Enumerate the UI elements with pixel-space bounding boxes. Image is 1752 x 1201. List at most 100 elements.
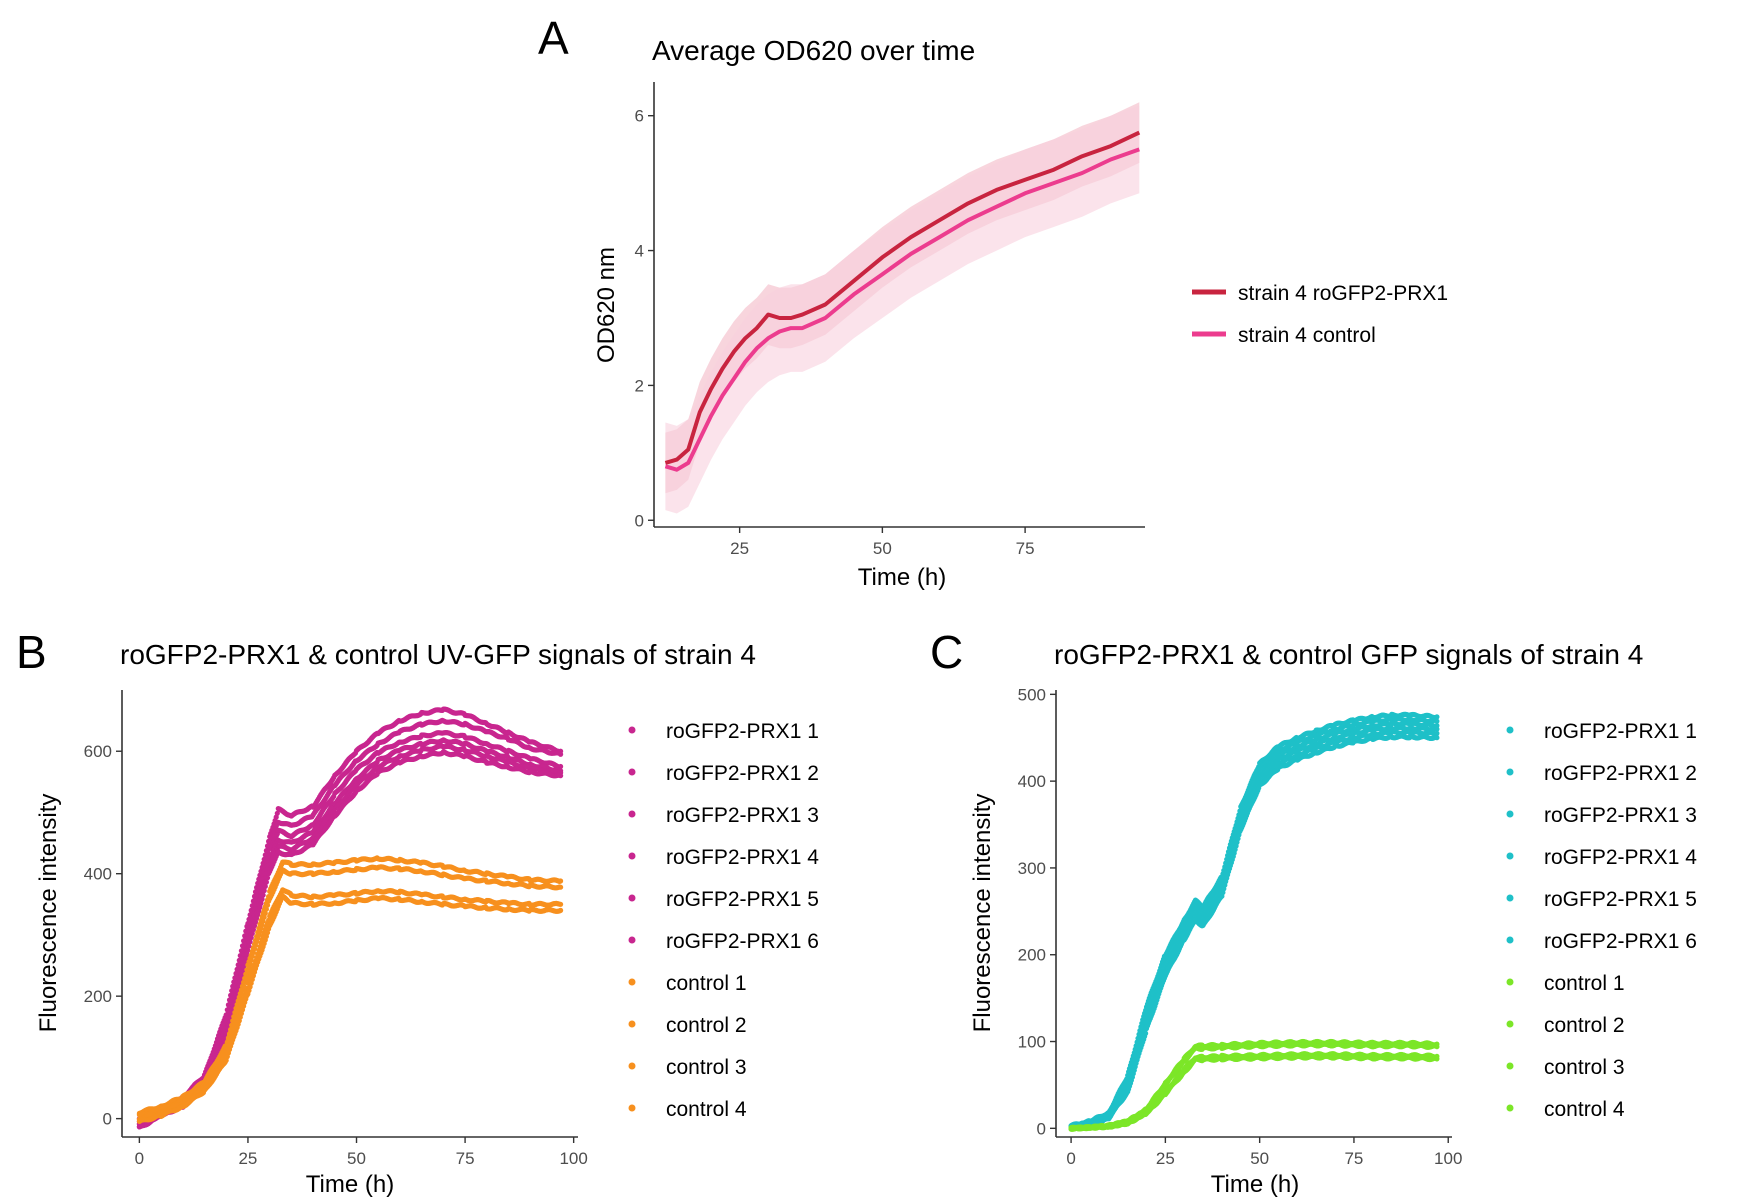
legend-label: control 2 [666,1014,747,1037]
data-point [558,878,564,884]
x-tick-label: 25 [730,539,749,558]
legend-label: roGFP2-PRX1 2 [666,762,819,785]
legend-item: strain 4 control [1192,324,1376,347]
data-point [246,943,252,949]
x-tick-label: 75 [456,1149,475,1168]
x-tick-label: 0 [135,1149,144,1168]
y-axis-label: OD620 nm [593,247,620,363]
x-axis-label: Time (h) [306,1171,394,1198]
y-tick-label: 0 [635,511,644,530]
legend-item: roGFP2-PRX1 1 [628,720,819,743]
data-point [259,896,265,902]
data-point [260,918,266,924]
x-tick-label: 100 [559,1149,587,1168]
data-point [249,953,255,960]
legend-item: roGFP2-PRX1 5 [628,888,819,911]
data-point [261,888,267,894]
legend-item: strain 4 roGFP2-PRX1 [1192,282,1448,305]
data-point [257,904,263,910]
data-point [558,901,564,907]
y-tick-label: 2 [635,376,644,395]
series-layer [136,706,564,1130]
legend-swatch [628,852,636,860]
data-point [263,879,269,885]
y-tick-label: 600 [84,742,112,761]
legend-label: strain 4 roGFP2-PRX1 [1238,282,1448,305]
series-points [1068,716,1440,1130]
panel-letter: A [538,12,569,64]
confidence-band [665,105,1140,514]
legend-item: control 2 [628,1014,747,1037]
legend: strain 4 roGFP2-PRX1 strain 4 control [1192,282,1448,347]
data-point [260,892,266,898]
legend-swatch [628,894,636,902]
x-tick-label: 50 [873,539,892,558]
data-point [258,900,264,907]
series-points [1068,720,1440,1130]
data-point [264,902,271,908]
series-layer [1068,711,1440,1132]
y-tick-label: 200 [84,987,112,1006]
x-tick-label: 50 [347,1149,366,1168]
legend-label: control 4 [666,1098,747,1121]
legend-swatch [628,726,636,734]
data-point [247,939,253,945]
data-point [247,961,253,968]
series-points [136,749,564,1130]
data-point [558,884,564,890]
y-tick-label: 400 [84,865,112,884]
series-points [136,864,564,1118]
chart-title: Average OD620 over time [652,35,975,66]
data-point [558,907,564,914]
legend-label: roGFP2-PRX1 6 [666,930,819,953]
legend-swatch [628,936,636,944]
data-point [262,883,268,890]
legend-label: roGFP2-PRX1 4 [666,846,819,869]
series-points [1068,711,1440,1129]
x-tick-label: 75 [1016,539,1035,558]
data-point [558,773,564,779]
legend-item: control 3 [628,1056,747,1079]
legend-swatch [628,1062,636,1070]
data-point [248,957,254,963]
panel-letter: C [930,626,963,678]
series-layer [664,102,1141,514]
legend: roGFP2-PRX1 1 roGFP2-PRX1 2 roGFP2-PRX1 3 r… [628,720,819,1121]
data-point [248,935,254,941]
panel-a: A Average OD620 over time 25 50 75 0 2 4 6 Time (… [538,12,1448,591]
legend-item: roGFP2-PRX1 2 [628,762,819,785]
legend-swatch [628,1020,636,1028]
data-point [245,947,251,954]
data-point [249,930,255,937]
data-point [263,906,269,912]
chart-title: roGFP2-PRX1 & control UV-GFP signals of … [120,639,756,670]
legend-label: control 3 [666,1056,747,1079]
chart-title: roGFP2-PRX1 & control GFP signals of str… [1054,639,1643,670]
legend-item: roGFP2-PRX1 4 [628,846,819,869]
x-axis-label: Time (h) [858,564,946,591]
data-point [274,810,280,816]
data-point [244,952,250,958]
legend-swatch [628,768,636,776]
legend-label: roGFP2-PRX1 3 [666,804,819,827]
legend-swatch [628,1104,636,1112]
legend-label: roGFP2-PRX1 1 [666,720,819,743]
legend-item: control 1 [628,972,747,995]
series-points [136,893,564,1124]
legend-swatch [628,978,636,986]
legend-label: control 1 [666,972,747,995]
legend-item: control 4 [628,1098,747,1121]
y-tick-label: 4 [635,242,644,261]
y-tick-label: 6 [635,107,644,126]
data-point [262,910,268,916]
panel-letter: B [16,626,47,678]
data-point [264,875,271,881]
legend-swatch [628,810,636,818]
data-point [261,914,267,920]
x-tick-label: 25 [238,1149,257,1168]
series-line [664,130,1141,465]
legend-item: roGFP2-PRX1 6 [628,930,819,953]
data-point [1434,718,1440,724]
